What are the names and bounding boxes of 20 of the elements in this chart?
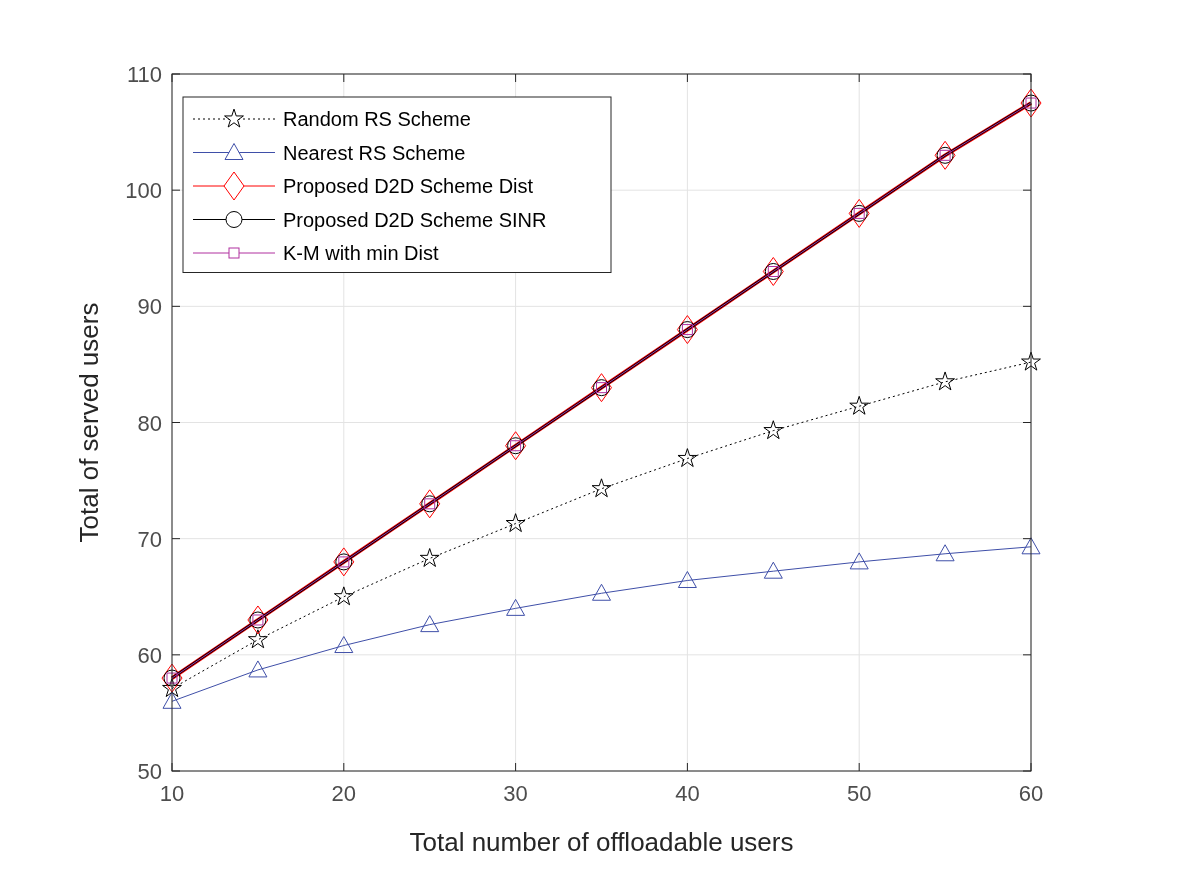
y-tick-label: 90	[137, 294, 162, 320]
y-tick-label: 70	[137, 526, 162, 552]
x-axis-title: Total number of offloadable users	[409, 827, 794, 857]
x-tick-label: 60	[1018, 781, 1044, 806]
legend-label: K-M with min Dist	[283, 242, 440, 264]
x-tick-label: 50	[846, 781, 872, 806]
y-tick-label: 110	[126, 62, 162, 87]
x-tick-label: 30	[503, 781, 528, 806]
x-tick-label: 40	[675, 781, 700, 806]
legend-label: Nearest RS Scheme	[283, 141, 466, 164]
y-tick-label: 80	[137, 410, 162, 436]
legend-label: Proposed D2D Scheme SINR	[283, 208, 547, 231]
y-tick-label: 50	[137, 759, 162, 784]
y-tick-label: 60	[137, 642, 162, 668]
y-axis-title: Total of served users	[74, 302, 104, 543]
legend-label: Proposed D2D Scheme Dist	[283, 175, 534, 197]
y-tick-label: 100	[125, 178, 162, 204]
x-tick-label: 20	[331, 781, 357, 806]
x-tick-label: 10	[159, 781, 185, 806]
legend-label: Random RS Scheme	[283, 108, 471, 130]
